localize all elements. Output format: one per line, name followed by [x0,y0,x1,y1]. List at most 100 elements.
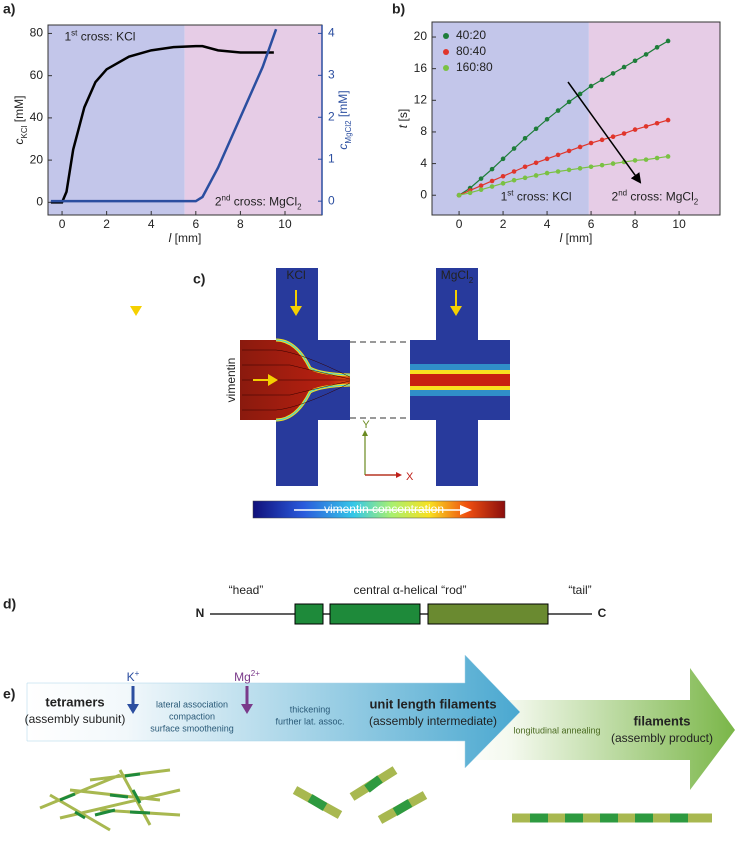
data-point [522,175,528,181]
x-tick-label: 2 [103,217,110,231]
data-point [632,127,638,132]
data-point [478,183,484,189]
x-tick-label: 10 [278,217,292,231]
assembly-arrows [26,654,735,832]
data-point [610,134,616,139]
inlet-label: MgCl2 [441,268,474,284]
data-point [643,157,649,162]
ion-label: K+ [127,669,140,685]
data-point [588,83,594,89]
x-tick-label: 0 [456,217,463,231]
stage-title: filaments [633,713,690,728]
data-point [665,117,671,123]
y2-tick-label: 4 [328,26,335,40]
text-part: 2 [469,276,474,285]
trend-arrow [567,81,642,184]
annotation: 1st cross: KCl [64,28,135,44]
ion-label: Mg2+ [234,669,260,685]
data-point [566,148,572,154]
text-part: MgCl [344,125,353,144]
data-point [621,131,627,136]
y-axis-label: t [s] [396,109,410,128]
data-point [489,166,495,172]
data-point [533,173,539,178]
text-part: KCl [20,125,29,138]
region [48,25,185,215]
text-part: [mm] [171,231,201,245]
domain-label: central α-helical “rod” [354,583,467,597]
data-point [489,178,495,184]
x-tick-label: 2 [500,217,507,231]
text-part: 2 [694,197,699,206]
y-tick-label: 4 [420,156,427,170]
c-terminus: C [598,606,607,620]
y-tick-label: 80 [30,26,44,40]
data-point [665,154,671,159]
process-label: longitudinal annealing [513,725,600,735]
text-part: 2 [297,202,302,211]
y-tick-label: 0 [36,195,43,209]
data-point [566,99,572,105]
text-part: cross: KCl [77,30,135,44]
text-part: cross: KCl [514,190,572,204]
panel-label: a) [3,1,15,17]
text-part: 2 [344,120,353,125]
legend-marker [443,65,449,71]
data-point [511,177,517,183]
stage-subtitle: (assembly product) [611,731,713,745]
y-tick-label: 8 [420,124,427,138]
text-part: cross: MgCl [230,195,297,209]
x-axis-label: l [mm] [560,231,593,245]
panel-label: b) [392,1,405,17]
data-point [456,192,462,198]
data-point [654,45,660,50]
data-point [632,158,638,163]
y2-tick-label: 0 [328,193,335,207]
x-axis-label: l [mm] [169,231,202,245]
region [184,25,322,215]
text-part: l [560,231,563,245]
y2-tick-label: 1 [328,151,335,165]
text-part: K [127,670,135,684]
text-part: 1 [501,190,508,204]
data-point [544,156,550,162]
legend-marker [443,33,449,39]
panel-label: c) [193,271,205,287]
legend-label: 80:40 [456,44,486,58]
process-label: compaction [169,711,215,721]
series-line [50,28,278,203]
text-part: 2 [612,190,619,204]
legend-label: 40:20 [456,28,486,42]
text-part: MgCl [441,268,469,282]
data-point [643,124,649,129]
stage-subtitle: (assembly subunit) [25,712,126,726]
process-label: lateral association [156,699,228,709]
data-point [577,166,583,171]
data-point [654,155,660,161]
annotation: 2nd cross: MgCl2 [215,193,302,211]
plot-frame [431,21,721,216]
microfluidic-simulation [130,268,510,519]
data-point [533,126,539,132]
side-inlet-label: vimentin [224,358,238,403]
x-tick-label: 0 [59,217,66,231]
region [432,22,589,215]
data-point [500,173,506,179]
data-point [566,167,572,173]
y-tick-label: 12 [414,92,428,106]
data-point [599,137,605,143]
data-point [588,140,594,146]
data-point [555,169,561,174]
data-point [511,169,517,174]
x-tick-label: 6 [192,217,199,231]
data-point [467,190,473,196]
annotation: 1st cross: KCl [501,188,572,204]
data-point [632,58,638,64]
data-point [588,164,594,170]
text-part: 1 [64,30,71,44]
y-tick-label: 20 [30,152,44,166]
x-tick-label: 4 [544,217,551,231]
panel-label: d) [3,596,16,612]
x-tick-label: 10 [672,217,686,231]
